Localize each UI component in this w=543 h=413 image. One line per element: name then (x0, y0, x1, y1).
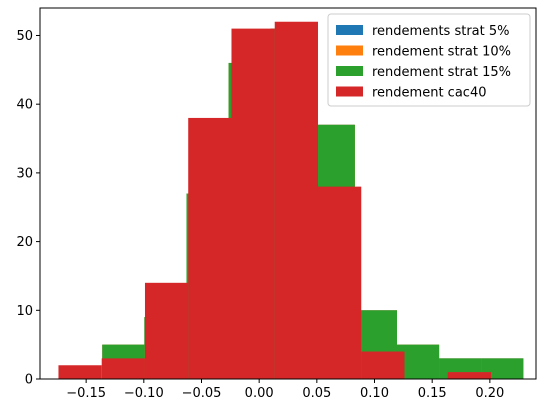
legend-swatch (336, 45, 363, 56)
y-tick-label: 20 (16, 235, 33, 250)
histogram-bar (481, 358, 524, 379)
histogram-bar (447, 372, 492, 379)
legend: rendements strat 5% rendement strat 10% re… (327, 13, 531, 107)
legend-swatch (336, 66, 363, 76)
histogram-bar (361, 351, 405, 379)
legend-label: rendement strat 10% (372, 45, 511, 60)
histogram-bar (231, 28, 275, 380)
y-tick-label: 10 (16, 304, 33, 319)
x-tick-label: 0.05 (302, 386, 331, 401)
axes-frame (39, 7, 537, 380)
legend-label: rendements strat 5% (372, 24, 509, 39)
x-tick-label: 0.10 (360, 386, 389, 401)
y-tick-label: 30 (16, 166, 33, 181)
legend-label: rendement cac40 (372, 86, 486, 101)
legend-label: rendement strat 15% (372, 65, 511, 80)
histogram-bar (188, 117, 232, 380)
bars-layer (58, 21, 524, 380)
x-tick-label: −0.05 (182, 386, 222, 401)
histogram-bar (317, 186, 362, 379)
y-tick-label: 0 (25, 373, 33, 388)
legend-swatch (336, 86, 363, 97)
x-tick-label: 0.00 (245, 386, 274, 401)
legend-box (327, 13, 531, 107)
y-tick-label: 50 (16, 29, 33, 44)
histogram-bar (274, 21, 318, 380)
x-tick-label: 0.15 (418, 386, 447, 401)
x-tick-label: 0.20 (475, 386, 504, 401)
histogram-bar (58, 365, 102, 379)
y-tick-label: 40 (16, 98, 33, 113)
y-axis: 0 10 20 30 40 50 (16, 29, 40, 388)
x-axis: −0.15 −0.10 −0.05 0.00 0.05 0.10 0.15 0.20 (66, 379, 504, 401)
legend-swatch (336, 25, 363, 35)
series-3 (58, 21, 492, 380)
x-tick-label: −0.15 (66, 386, 106, 401)
histogram-bar (101, 358, 145, 379)
histogram-bar (144, 282, 189, 379)
x-tick-label: −0.10 (124, 386, 164, 401)
